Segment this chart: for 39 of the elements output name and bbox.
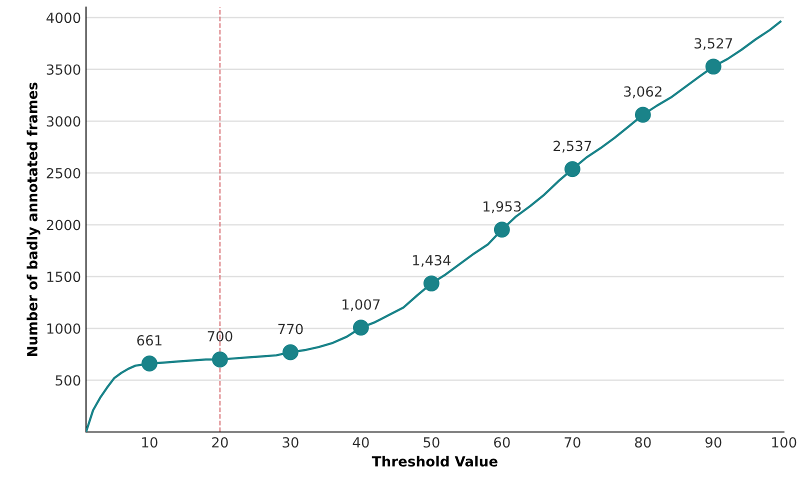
point: [282, 344, 298, 360]
x-tick-label: 80: [635, 437, 651, 448]
line-series: [86, 20, 782, 432]
data-label: 661: [137, 335, 162, 346]
x-axis-title: Threshold Value: [372, 456, 498, 467]
x-tick-label: 60: [494, 437, 510, 448]
point: [564, 161, 580, 178]
x-tick-label: 10: [142, 437, 158, 448]
point: [705, 58, 722, 75]
y-tick-label: 1000: [47, 323, 80, 334]
x-tick-label: 30: [282, 437, 298, 448]
y-tick-label: 2500: [46, 168, 80, 178]
y-tick-label: 3000: [46, 116, 80, 127]
y-tick-label: 4000: [46, 12, 80, 24]
data-label: 700: [208, 331, 232, 342]
point: [423, 275, 440, 292]
y-tick-label: 500: [56, 375, 80, 386]
point: [212, 351, 228, 368]
point: [634, 106, 651, 123]
data-label: 1,953: [484, 201, 521, 214]
x-tick-label: 20: [212, 437, 228, 448]
x-tick-label: 40: [352, 437, 369, 448]
y-tick-label: 1500: [47, 272, 80, 282]
y-axis-title: Number of badly annotated frames: [26, 82, 40, 356]
data-label: 1,434: [413, 254, 451, 267]
data-label: 2,537: [554, 140, 592, 153]
data-label: 3,527: [694, 38, 732, 50]
x-tick-label: 90: [705, 437, 722, 448]
point: [352, 320, 369, 336]
x-tick-label: 50: [424, 437, 440, 448]
data-label: 3,062: [624, 86, 662, 98]
y-tick-label: 2000: [46, 220, 80, 230]
y-tick-label: 3500: [46, 64, 80, 75]
point: [141, 356, 158, 372]
data-label: 1,007: [342, 299, 380, 312]
data-label: 770: [278, 324, 303, 334]
point: [494, 222, 510, 238]
x-tick-label: 100: [772, 437, 796, 448]
x-tick-label: 70: [564, 437, 580, 448]
